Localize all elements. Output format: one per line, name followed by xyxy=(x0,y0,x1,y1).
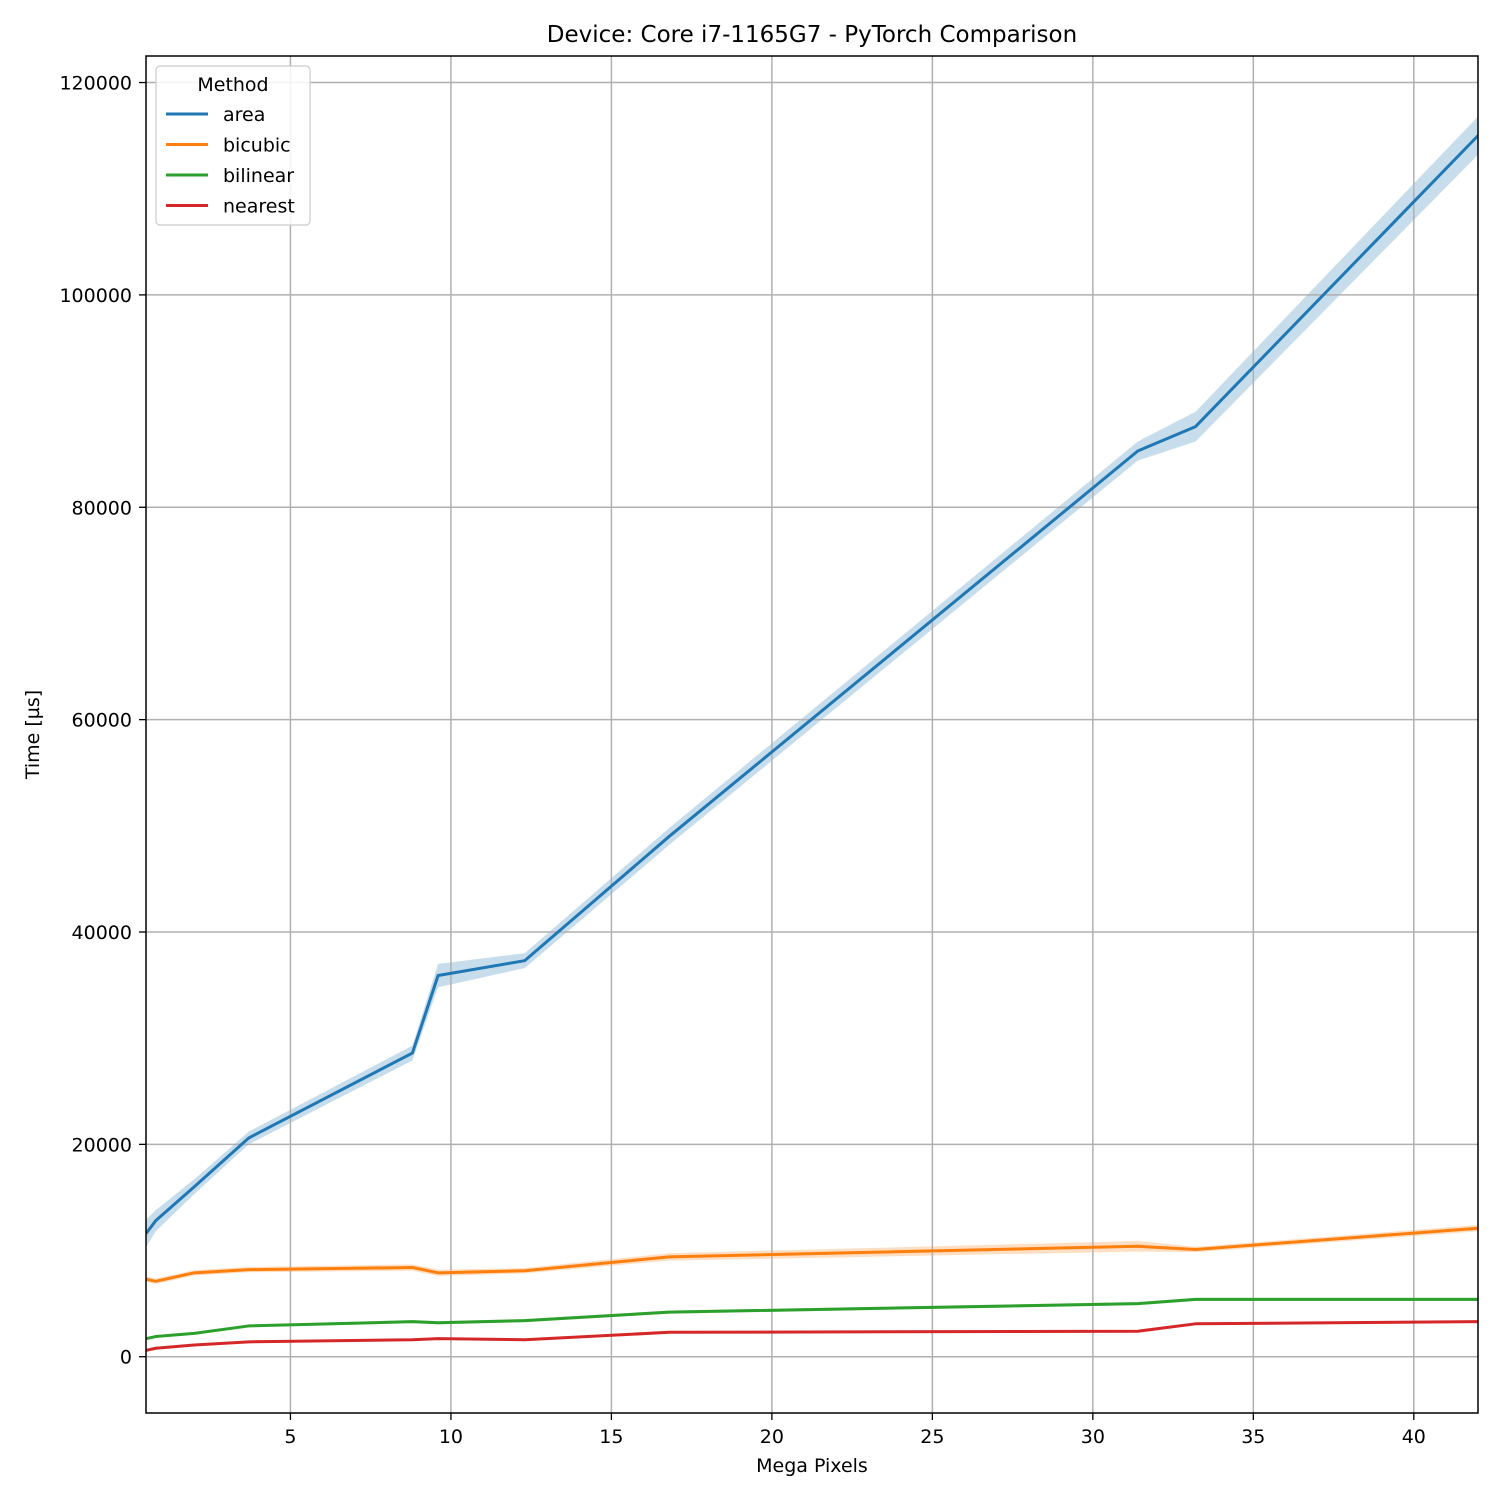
x-tick-label: 40 xyxy=(1402,1426,1426,1448)
legend-label-bilinear: bilinear xyxy=(223,165,294,187)
legend-items: area bicubic bilinear nearest xyxy=(166,104,295,218)
legend: Method area bicubic bilinear nearest xyxy=(155,65,311,226)
x-tick-label: 5 xyxy=(284,1426,296,1448)
plot-frame xyxy=(145,55,1479,1414)
legend-title: Method xyxy=(197,74,268,96)
y-axis-label: Time [µs] xyxy=(22,690,44,780)
legend-label-area: area xyxy=(223,104,265,126)
x-tick-label: 25 xyxy=(920,1426,944,1448)
legend-box xyxy=(155,65,311,226)
y-tick-label: 120000 xyxy=(59,73,132,95)
chart-title: Device: Core i7-1165G7 - PyTorch Compari… xyxy=(547,22,1077,48)
x-tick-label: 30 xyxy=(1081,1426,1105,1448)
grid-lines xyxy=(146,56,1478,1413)
confidence-bands xyxy=(146,116,1478,1352)
y-axis-ticks: 0 20000 40000 60000 80000 100000 120000 xyxy=(59,73,146,1369)
series-lines xyxy=(146,134,1478,1352)
series-line-bicubic xyxy=(146,1226,1478,1283)
y-tick-label: 20000 xyxy=(72,1134,132,1156)
x-tick-label: 15 xyxy=(599,1426,623,1448)
series-line-area xyxy=(146,134,1478,1235)
band-nearest xyxy=(146,1320,1478,1352)
legend-label-bicubic: bicubic xyxy=(223,135,291,157)
band-bilinear xyxy=(146,1297,1478,1340)
band-area xyxy=(146,116,1478,1248)
x-tick-label: 20 xyxy=(760,1426,784,1448)
x-axis-label: Mega Pixels xyxy=(756,1455,868,1477)
x-tick-label: 35 xyxy=(1241,1426,1265,1448)
y-tick-label: 100000 xyxy=(59,285,132,307)
y-tick-label: 0 xyxy=(120,1347,132,1369)
series-line-nearest xyxy=(146,1320,1478,1352)
series-line-bilinear xyxy=(146,1297,1478,1341)
y-tick-label: 40000 xyxy=(72,922,132,944)
y-tick-label: 60000 xyxy=(72,710,132,732)
y-tick-label: 80000 xyxy=(72,497,132,519)
x-tick-label: 10 xyxy=(439,1426,463,1448)
legend-label-nearest: nearest xyxy=(223,196,295,218)
x-axis-ticks: 5 10 15 20 25 30 35 40 xyxy=(284,1413,1426,1448)
